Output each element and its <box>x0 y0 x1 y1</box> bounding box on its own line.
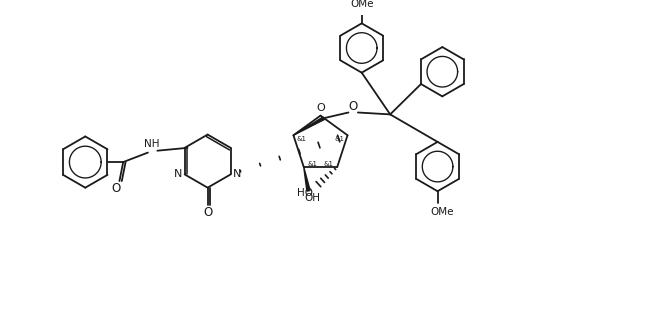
Text: OMe: OMe <box>430 207 454 217</box>
Text: O: O <box>111 182 120 195</box>
Polygon shape <box>293 117 324 135</box>
Text: OMe: OMe <box>350 0 374 9</box>
Text: HO: HO <box>297 188 313 198</box>
Text: &1: &1 <box>334 136 344 142</box>
Text: O: O <box>349 100 358 113</box>
Text: OH: OH <box>304 193 320 204</box>
Polygon shape <box>304 167 310 191</box>
Text: O: O <box>316 103 325 113</box>
Text: &1: &1 <box>297 136 307 142</box>
Text: &1: &1 <box>324 161 333 167</box>
Text: O: O <box>203 206 212 219</box>
Text: N: N <box>233 169 241 179</box>
Text: &1: &1 <box>307 161 317 167</box>
Text: NH: NH <box>144 139 159 149</box>
Text: N: N <box>174 169 182 179</box>
